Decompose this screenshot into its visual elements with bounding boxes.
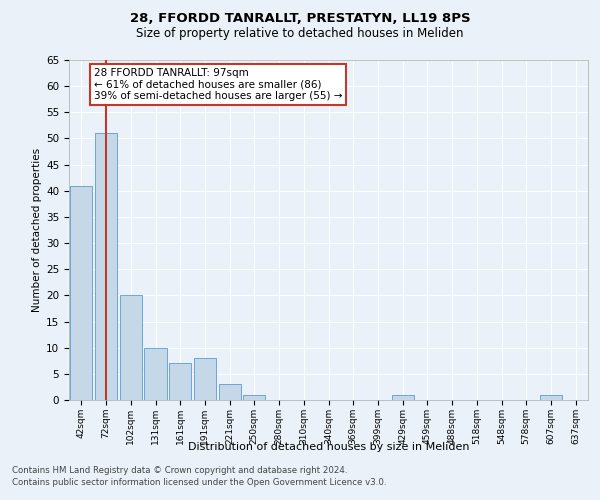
Text: Contains HM Land Registry data © Crown copyright and database right 2024.: Contains HM Land Registry data © Crown c… (12, 466, 347, 475)
Bar (392, 395, 414, 400)
Bar (119, 296, 142, 400)
Text: Contains public sector information licensed under the Open Government Licence v3: Contains public sector information licen… (12, 478, 386, 487)
Bar (218, 384, 241, 400)
Text: Size of property relative to detached houses in Meliden: Size of property relative to detached ho… (136, 28, 464, 40)
Text: 28 FFORDD TANRALLT: 97sqm
← 61% of detached houses are smaller (86)
39% of semi-: 28 FFORDD TANRALLT: 97sqm ← 61% of detac… (94, 68, 342, 101)
Bar (540, 395, 562, 400)
Bar (95, 133, 117, 400)
Bar (243, 395, 265, 400)
Bar (194, 358, 216, 400)
Text: 28, FFORDD TANRALLT, PRESTATYN, LL19 8PS: 28, FFORDD TANRALLT, PRESTATYN, LL19 8PS (130, 12, 470, 26)
Bar (145, 348, 167, 400)
Text: Distribution of detached houses by size in Meliden: Distribution of detached houses by size … (188, 442, 470, 452)
Bar (70, 186, 92, 400)
Bar (169, 364, 191, 400)
Y-axis label: Number of detached properties: Number of detached properties (32, 148, 42, 312)
